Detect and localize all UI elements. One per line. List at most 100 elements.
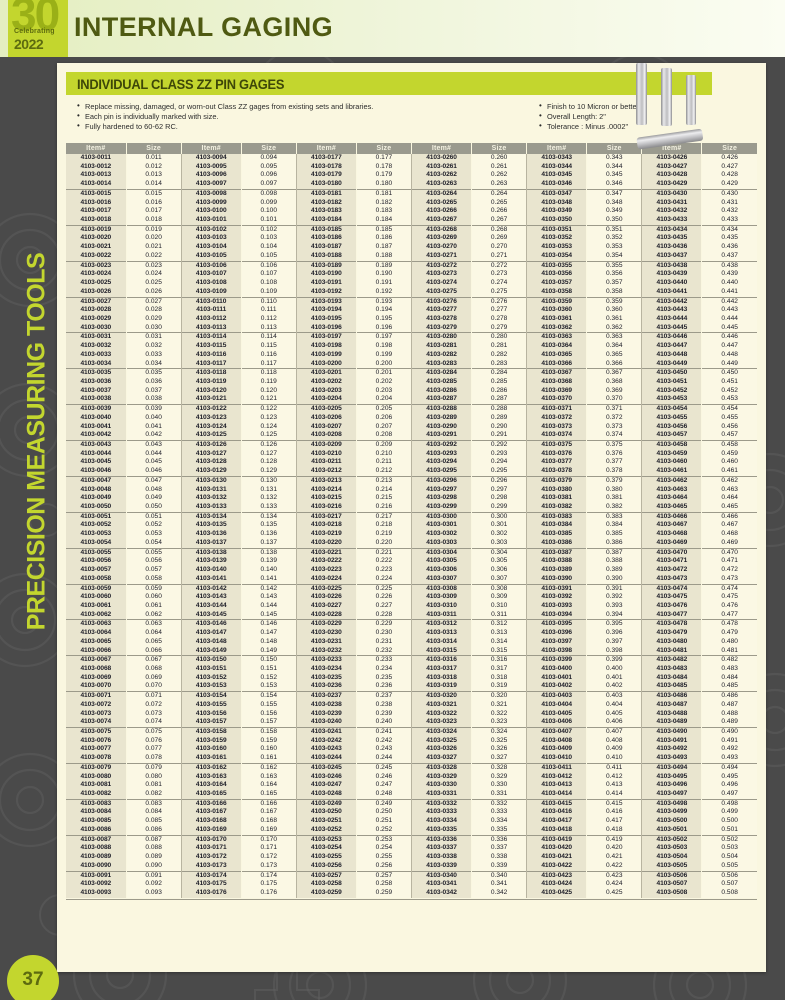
col-header-size: Size (241, 143, 297, 154)
page-number-badge: 37 (7, 955, 59, 1000)
cell-item-number: 4103-0292 (411, 439, 473, 450)
cell-size: 0.176 (241, 888, 297, 898)
cell-item-number: 4103-0205 (296, 404, 357, 414)
cell-size: 0.194 (356, 306, 412, 315)
cell-item-number: 4103-0044 (66, 449, 127, 459)
cell-item-number: 4103-0144 (181, 601, 242, 611)
cell-item-number: 4103-0140 (181, 566, 242, 575)
table-row: 4103-0066 0.066 4103-0149 0.149 4103-0232 0.2… (66, 646, 757, 656)
cell-size: 0.054 (126, 538, 182, 549)
cell-size: 0.051 (126, 511, 182, 522)
cell-size: 0.192 (356, 287, 412, 297)
cell-size: 0.121 (241, 395, 297, 405)
table-row: 4103-0028 0.028 4103-0111 0.111 4103-0194 0.1… (66, 306, 757, 315)
cell-size: 0.231 (356, 637, 412, 647)
cell-size: 0.113 (241, 323, 297, 333)
cell-size: 0.348 (586, 198, 643, 208)
cell-item-number: 4103-0367 (526, 368, 588, 378)
cell-item-number: 4103-0088 (66, 844, 127, 854)
cell-item-number: 4103-0455 (641, 413, 703, 423)
cell-item-number: 4103-0161 (181, 754, 242, 764)
cell-item-number: 4103-0245 (296, 762, 357, 773)
cell-size: 0.329 (471, 772, 528, 782)
cell-item-number: 4103-0342 (411, 888, 473, 898)
table-row: 4103-0013 0.013 4103-0096 0.096 4103-0179 0.1… (66, 171, 757, 181)
cell-size: 0.484 (701, 673, 757, 683)
cell-size: 0.364 (586, 342, 643, 351)
feature-bullet-item: Each pin is individually marked with siz… (77, 111, 497, 122)
cell-item-number: 4103-0361 (526, 314, 588, 324)
cell-item-number: 4103-0429 (641, 180, 703, 190)
cell-size: 0.200 (356, 359, 412, 369)
cell-size: 0.462 (701, 475, 757, 486)
cell-size: 0.127 (241, 449, 297, 459)
cell-item-number: 4103-0244 (296, 754, 357, 764)
cell-size: 0.289 (471, 413, 528, 423)
cell-size: 0.341 (471, 880, 528, 889)
cell-item-number: 4103-0331 (411, 790, 473, 800)
cell-item-number: 4103-0408 (526, 736, 588, 746)
cell-size: 0.271 (471, 251, 528, 262)
cell-item-number: 4103-0199 (296, 350, 357, 360)
cell-size: 0.480 (701, 637, 757, 647)
cell-size: 0.372 (586, 413, 643, 423)
cell-item-number: 4103-0277 (411, 306, 473, 315)
cell-size: 0.120 (241, 386, 297, 396)
cell-size: 0.487 (701, 700, 757, 710)
cell-item-number: 4103-0100 (181, 207, 242, 217)
cell-item-number: 4103-0328 (411, 762, 473, 773)
cell-size: 0.365 (586, 350, 643, 360)
table-row: 4103-0067 0.067 4103-0150 0.150 4103-0233 0.2… (66, 655, 757, 665)
anniversary-logo: 30 Celebrating 2022 (8, 0, 68, 57)
cell-size: 0.239 (356, 709, 412, 719)
cell-size: 0.149 (241, 646, 297, 656)
table-row: 4103-0029 0.029 4103-0112 0.112 4103-0195 0.1… (66, 314, 757, 324)
cell-item-number: 4103-0393 (526, 601, 588, 611)
cell-size: 0.439 (701, 270, 757, 280)
cell-size: 0.179 (356, 171, 412, 181)
cell-size: 0.151 (241, 664, 297, 674)
cell-size: 0.132 (241, 494, 297, 504)
cell-size: 0.498 (701, 798, 757, 809)
cell-size: 0.252 (356, 825, 412, 836)
cell-size: 0.443 (701, 306, 757, 315)
cell-item-number: 4103-0043 (66, 439, 127, 450)
cell-size: 0.234 (356, 664, 412, 674)
cell-size: 0.321 (471, 700, 528, 710)
cell-size: 0.317 (471, 664, 528, 674)
cell-item-number: 4103-0404 (526, 700, 588, 710)
table-row: 4103-0088 0.088 4103-0171 0.171 4103-0254 0.2… (66, 844, 757, 854)
cell-size: 0.502 (701, 834, 757, 845)
cell-item-number: 4103-0290 (411, 422, 473, 432)
cell-size: 0.370 (586, 395, 643, 405)
cell-size: 0.295 (471, 467, 528, 477)
cell-item-number: 4103-0360 (526, 306, 588, 315)
cell-item-number: 4103-0218 (296, 521, 357, 531)
cell-item-number: 4103-0349 (526, 207, 588, 217)
cell-size: 0.380 (586, 485, 643, 495)
cell-size: 0.142 (241, 583, 297, 594)
cell-item-number: 4103-0320 (411, 691, 473, 701)
cell-size: 0.166 (241, 798, 297, 809)
cell-size: 0.182 (356, 198, 412, 208)
cell-item-number: 4103-0315 (411, 646, 473, 656)
cell-size: 0.382 (586, 503, 643, 513)
cell-item-number: 4103-0474 (641, 583, 703, 594)
cell-item-number: 4103-0503 (641, 844, 703, 854)
cell-item-number: 4103-0058 (66, 574, 127, 584)
cell-item-number: 4103-0282 (411, 350, 473, 360)
cell-item-number: 4103-0035 (66, 368, 127, 378)
cell-size: 0.217 (356, 511, 412, 522)
cell-item-number: 4103-0478 (641, 619, 703, 630)
cell-item-number: 4103-0160 (181, 745, 242, 755)
table-row: 4103-0084 0.084 4103-0167 0.167 4103-0250 0.2… (66, 808, 757, 818)
cell-size: 0.075 (126, 726, 182, 737)
col-header-size: Size (471, 143, 528, 154)
cell-item-number: 4103-0274 (411, 279, 473, 288)
col-header-item: Item# (66, 143, 127, 154)
cell-item-number: 4103-0420 (526, 844, 588, 854)
cell-item-number: 4103-0050 (66, 503, 127, 513)
cell-item-number: 4103-0415 (526, 798, 588, 809)
cell-item-number: 4103-0198 (296, 342, 357, 351)
cell-item-number: 4103-0453 (641, 395, 703, 405)
